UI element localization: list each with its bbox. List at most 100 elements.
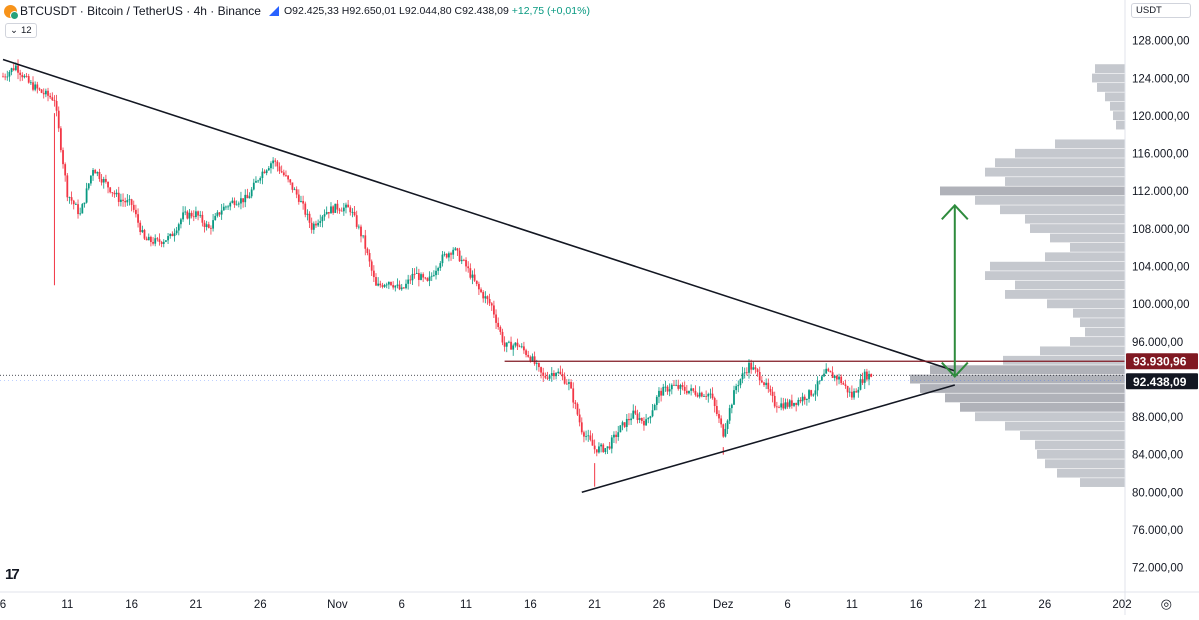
gear-icon[interactable]: ◎ — [1160, 596, 1172, 611]
candle-body — [437, 268, 440, 271]
candle-body — [516, 342, 519, 347]
candle-body — [458, 250, 461, 262]
candle-body — [527, 354, 530, 357]
candle-body — [415, 273, 418, 274]
volume-profile-bar — [1020, 431, 1125, 440]
candle-body — [312, 223, 315, 230]
candle-body — [237, 203, 240, 205]
candle-body — [456, 248, 459, 251]
resistance-level-label: 93.930,96 — [1133, 355, 1187, 369]
candle-body — [233, 200, 236, 205]
candle-body — [278, 166, 281, 172]
ohlc-readout: O92.425,33 H92.650,01 L92.044,80 C92.438… — [284, 5, 590, 17]
candle-body — [838, 376, 840, 380]
candle-body — [192, 216, 195, 218]
candle-body — [782, 403, 785, 409]
currency-label: USDT — [1136, 5, 1162, 16]
candle-body — [480, 289, 482, 293]
candle-body — [349, 207, 352, 213]
candle-body — [77, 204, 79, 215]
candle-body — [104, 179, 107, 182]
candle-body — [23, 75, 26, 78]
candle-body — [385, 284, 388, 286]
x-tick-label: 6 — [399, 599, 405, 611]
candle-body — [124, 200, 127, 203]
volume-profile-bar — [1057, 468, 1125, 478]
candle-body — [660, 390, 663, 396]
candle-body — [675, 384, 678, 386]
trendline-descending-resistance[interactable] — [2, 58, 956, 372]
candle-body — [49, 95, 52, 98]
candle-body — [814, 390, 817, 395]
y-tick-label: 108.000,00 — [1132, 224, 1190, 236]
candle-body — [621, 422, 624, 426]
candle-body — [598, 446, 600, 453]
candle-body — [203, 222, 206, 228]
candle-body — [276, 161, 279, 167]
candle-body — [848, 391, 851, 393]
candle-body — [728, 408, 731, 421]
candle-body — [533, 356, 536, 364]
candle-body — [375, 277, 377, 286]
candle-body — [280, 171, 283, 173]
market-status-icon — [268, 6, 279, 16]
candle-body — [801, 396, 804, 402]
candle-body — [600, 444, 602, 447]
symbol-title[interactable]: BTCUSDT · Bitcoin / TetherUS · 4h · Bina… — [20, 4, 261, 18]
candle-body — [758, 371, 761, 381]
candle-body — [578, 414, 581, 423]
candle-body — [85, 188, 88, 203]
target-arrow-head-bottom — [941, 361, 969, 379]
candle-body — [25, 75, 28, 77]
candle-body — [711, 393, 714, 399]
candle-body — [411, 273, 414, 281]
trendline-ascending-support[interactable] — [581, 384, 956, 494]
x-tick-label: Nov — [327, 599, 348, 611]
volume-profile-bar — [1070, 337, 1125, 346]
candle-body — [595, 449, 598, 453]
volume-profile-bar — [1092, 73, 1125, 83]
candle-body — [12, 68, 15, 71]
candle-body — [135, 209, 137, 215]
tradingview-logo: 17 — [5, 566, 20, 583]
candle-body — [589, 435, 592, 440]
currency-selector[interactable]: USDT — [1131, 3, 1191, 18]
candle-body — [4, 76, 7, 78]
volume-profile-bar — [1005, 421, 1125, 431]
candle-body — [383, 284, 386, 287]
candle-body — [96, 171, 99, 174]
candle-body — [720, 418, 723, 425]
candle-body — [443, 253, 446, 255]
candle-body — [486, 296, 489, 300]
candle-body — [229, 202, 232, 207]
candle-body — [613, 434, 615, 438]
candle-body — [471, 274, 474, 278]
candle-body — [59, 128, 62, 151]
y-tick-label: 100.000,00 — [1132, 299, 1190, 311]
candle-body — [585, 436, 587, 437]
candle-body — [70, 197, 73, 201]
candle-body — [338, 209, 341, 211]
candle-body — [207, 224, 210, 228]
x-tick-label: 6 — [0, 599, 6, 611]
candle-body — [130, 199, 133, 205]
candle-body — [810, 390, 813, 396]
candle-body — [638, 418, 641, 421]
current-price-label-bg — [1126, 373, 1198, 390]
volume-profile-bar — [1035, 440, 1125, 450]
candle-body — [733, 390, 735, 405]
candle-body — [372, 270, 375, 278]
candle-body — [413, 273, 416, 275]
candle-body — [409, 279, 412, 281]
indicator-toggle-button[interactable]: ⌄ 12 — [5, 23, 37, 38]
candle-body — [816, 381, 819, 391]
candle-body — [696, 394, 699, 397]
candle-body — [89, 175, 92, 184]
candle-body — [760, 380, 763, 383]
candle-body — [156, 238, 159, 240]
candle-body — [79, 213, 82, 215]
candle-body — [465, 259, 467, 267]
candle-body — [685, 390, 688, 394]
